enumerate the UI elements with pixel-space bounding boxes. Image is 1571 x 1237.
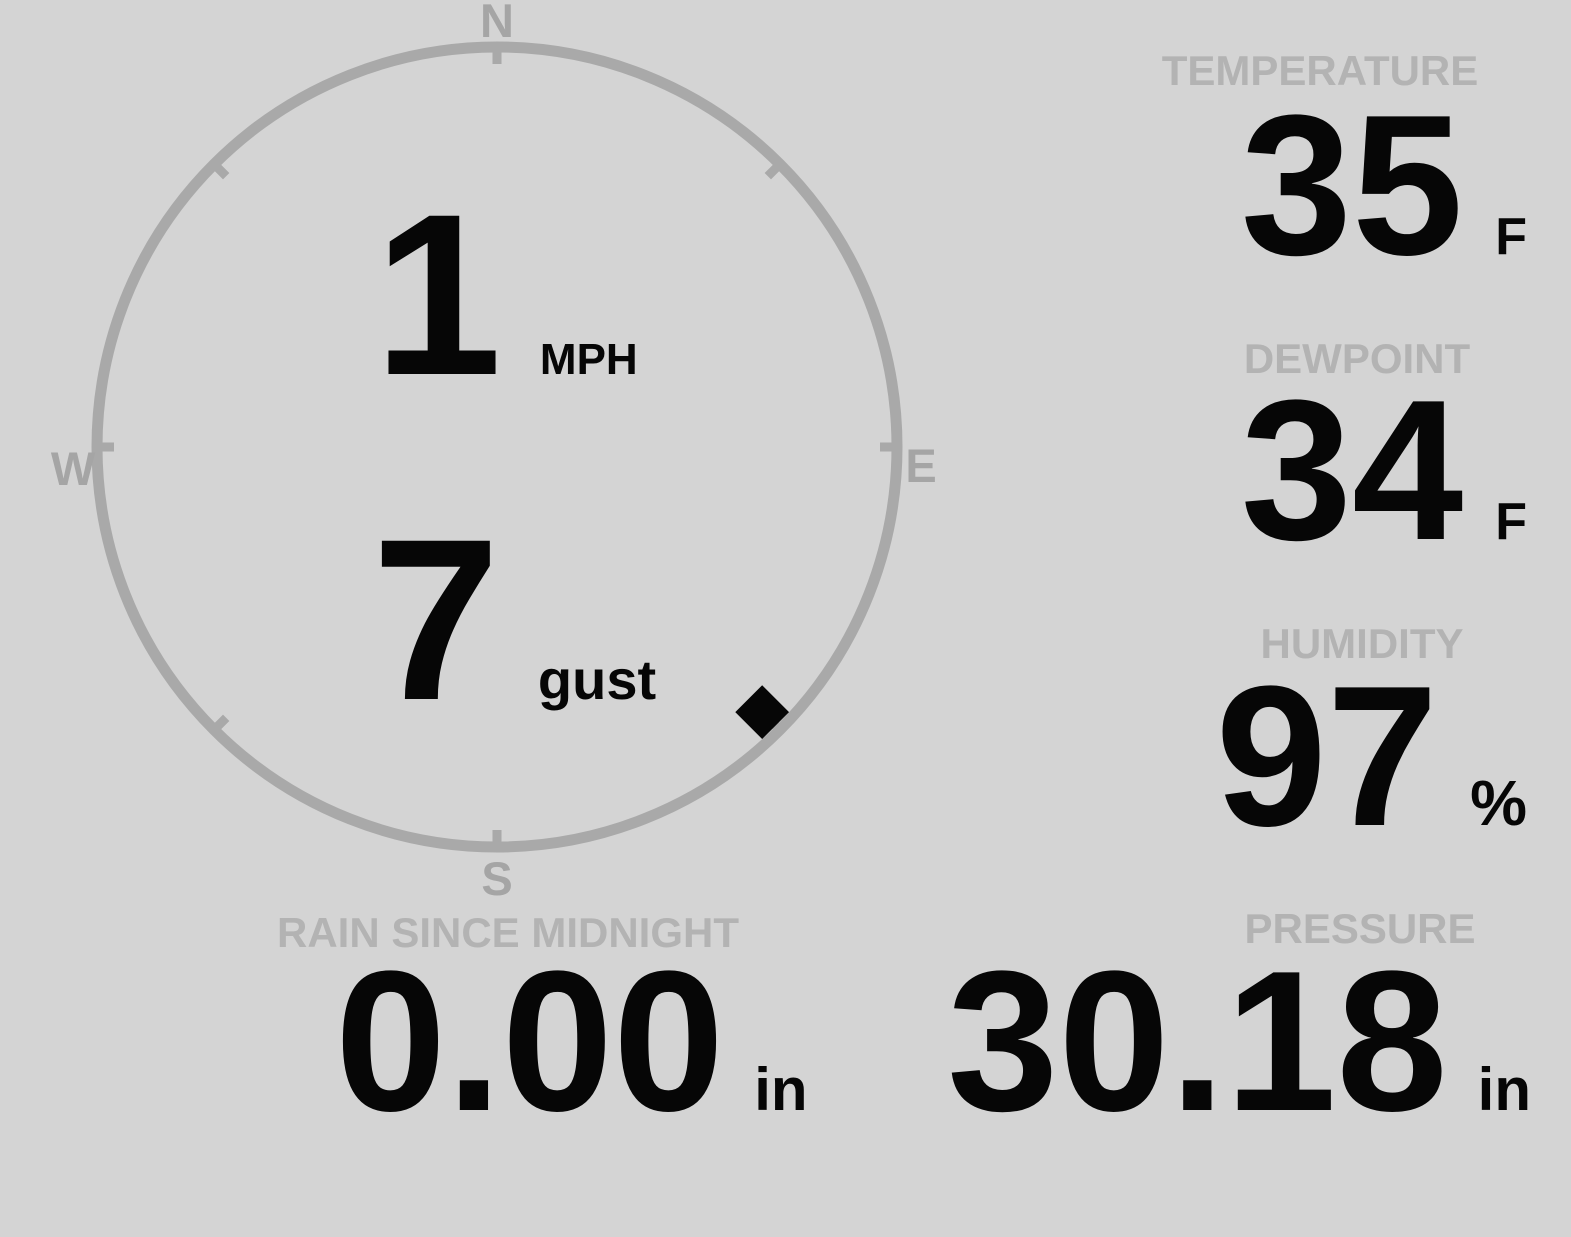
rain-label: RAIN SINCE MIDNIGHT xyxy=(277,909,739,956)
dewpoint-value-row: 34 F xyxy=(1241,371,1527,571)
rain-unit: in xyxy=(754,1056,808,1123)
pressure-value: 30.18 xyxy=(947,930,1448,1153)
dewpoint-label: DEWPOINT xyxy=(1243,335,1471,382)
wind-gust-label: gust xyxy=(537,648,657,711)
compass-label-east: E xyxy=(905,439,937,492)
pressure-label: PRESSURE xyxy=(1244,905,1476,952)
compass-label-west: W xyxy=(50,442,96,495)
compass-label-south: S xyxy=(481,852,513,905)
dewpoint-unit: F xyxy=(1495,493,1527,551)
rain-value-row: 0.00 in xyxy=(335,942,808,1142)
humidity-unit: % xyxy=(1470,767,1527,839)
pressure-unit: in xyxy=(1477,1056,1531,1123)
rain-value: 0.00 xyxy=(335,930,725,1153)
compass-label-north: N xyxy=(480,0,514,47)
humidity-value: 97 xyxy=(1215,645,1439,868)
temperature-value: 35 xyxy=(1240,74,1464,297)
wind-speed-value: 1 xyxy=(374,166,502,423)
temperature-label: TEMPERATURE xyxy=(1161,47,1479,94)
temperature-value-row: 35 F xyxy=(1241,86,1527,286)
wind-speed-unit: MPH xyxy=(539,335,638,384)
wind-speed-row: 1 MPH xyxy=(374,180,638,410)
wind-gust-row: 7 gust xyxy=(372,505,656,735)
wind-gust-value: 7 xyxy=(372,491,500,748)
humidity-label: HUMIDITY xyxy=(1260,620,1464,667)
temperature-unit: F xyxy=(1495,208,1527,266)
humidity-value-row: 97 % xyxy=(1216,657,1527,857)
dewpoint-value: 34 xyxy=(1240,359,1464,582)
pressure-value-row: 30.18 in xyxy=(947,942,1531,1142)
